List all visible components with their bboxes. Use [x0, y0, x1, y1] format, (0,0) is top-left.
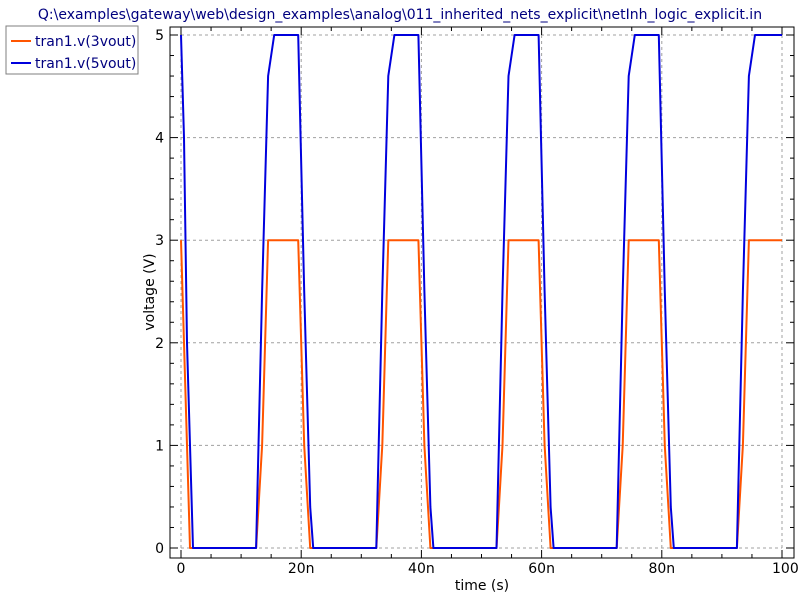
x-tick-label-2: 40n [408, 561, 435, 577]
legend-box [5, 25, 139, 75]
y-axis-label: voltage (V) [142, 253, 158, 330]
y-tick-label-5: 5 [155, 28, 164, 44]
grid [180, 34, 783, 549]
y-tick-label-0: 0 [155, 541, 164, 557]
x-tick-label-0: 0 [177, 561, 186, 577]
series-lines [180, 34, 782, 549]
y-tick-label-3: 3 [155, 233, 164, 249]
axis-ticks: 0 1 2 3 4 5 0 20n 40n 60n 80n 100n [155, 27, 800, 577]
x-tick-label-1: 20n [288, 561, 315, 577]
series-line-1 [180, 34, 782, 549]
x-tick-label-4: 80n [648, 561, 675, 577]
legend-label-5vout: tran1.v(5vout) [35, 56, 136, 72]
legend: tran1.v(3vout) tran1.v(5vout) [5, 25, 139, 75]
y-tick-label-1: 1 [155, 438, 164, 454]
series-line-0 [180, 239, 782, 549]
x-tick-label-3: 60n [528, 561, 555, 577]
chart-title: Q:\examples\gateway\web\design_examples\… [38, 7, 762, 23]
x-axis-label: time (s) [455, 578, 509, 594]
plot-area [169, 26, 795, 559]
x-tick-label-5: 100n [772, 561, 800, 577]
legend-label-3vout: tran1.v(3vout) [35, 34, 136, 50]
y-tick-label-4: 4 [155, 131, 164, 147]
y-tick-label-2: 2 [155, 336, 164, 352]
